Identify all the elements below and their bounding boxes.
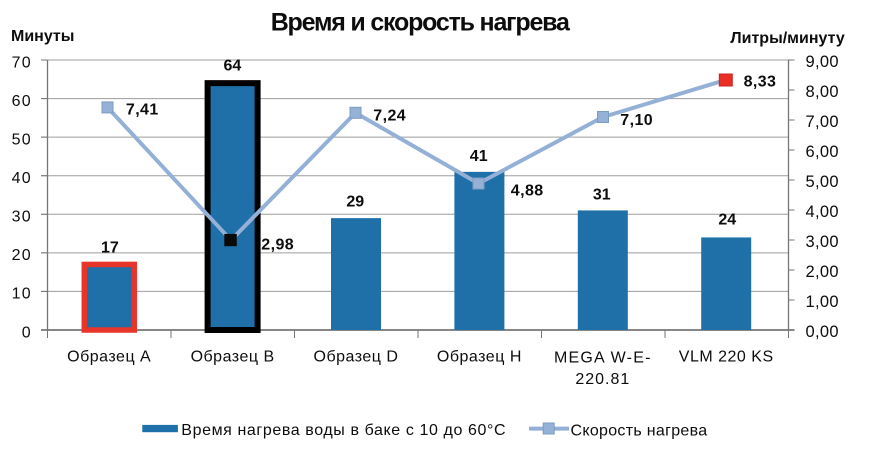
svg-text:7,24: 7,24 (373, 108, 406, 125)
svg-text:0,00: 0,00 (806, 323, 839, 341)
svg-text:Образец H: Образец H (437, 349, 522, 366)
svg-text:7,10: 7,10 (620, 112, 653, 129)
svg-text:7,41: 7,41 (126, 101, 159, 118)
svg-text:29: 29 (346, 193, 364, 210)
svg-text:MEGA W-E-: MEGA W-E- (554, 350, 652, 367)
svg-text:7,00: 7,00 (806, 113, 839, 131)
svg-text:8,33: 8,33 (744, 74, 777, 91)
svg-text:41: 41 (470, 148, 488, 165)
svg-text:5,00: 5,00 (806, 173, 839, 191)
svg-text:9,00: 9,00 (806, 53, 839, 71)
svg-text:20: 20 (12, 247, 32, 264)
svg-text:30: 30 (12, 209, 32, 226)
svg-text:2,98: 2,98 (261, 236, 294, 253)
svg-text:Образец B: Образец B (191, 349, 275, 366)
svg-text:50: 50 (12, 132, 32, 149)
svg-text:1,00: 1,00 (806, 293, 839, 311)
svg-text:64: 64 (224, 58, 242, 75)
svg-text:Время и скорость нагрева: Время и скорость нагрева (271, 8, 571, 36)
svg-text:Образец D: Образец D (314, 349, 399, 366)
svg-text:40: 40 (12, 170, 32, 187)
svg-text:31: 31 (593, 187, 611, 204)
svg-text:17: 17 (101, 240, 119, 257)
svg-text:4,88: 4,88 (511, 183, 544, 200)
svg-text:8,00: 8,00 (806, 83, 839, 101)
svg-text:220.81: 220.81 (575, 371, 630, 388)
svg-text:70: 70 (12, 54, 32, 71)
svg-text:10: 10 (12, 286, 32, 303)
svg-text:Образец A: Образец A (67, 349, 151, 366)
svg-text:Скорость нагрева: Скорость нагрева (571, 423, 708, 440)
svg-text:0: 0 (22, 324, 32, 341)
svg-text:4,00: 4,00 (806, 203, 839, 221)
svg-text:24: 24 (718, 212, 736, 229)
svg-text:Литры/минуту: Литры/минуту (730, 30, 844, 47)
svg-text:Время нагрева воды в баке с 10: Время нагрева воды в баке с 10 до 60°C (181, 422, 506, 439)
svg-text:Минуты: Минуты (11, 28, 74, 45)
svg-text:2,00: 2,00 (806, 263, 839, 281)
svg-text:VLM 220 KS: VLM 220 KS (679, 349, 774, 366)
svg-text:3,00: 3,00 (806, 233, 839, 251)
svg-text:60: 60 (12, 93, 32, 110)
svg-text:6,00: 6,00 (806, 143, 839, 161)
